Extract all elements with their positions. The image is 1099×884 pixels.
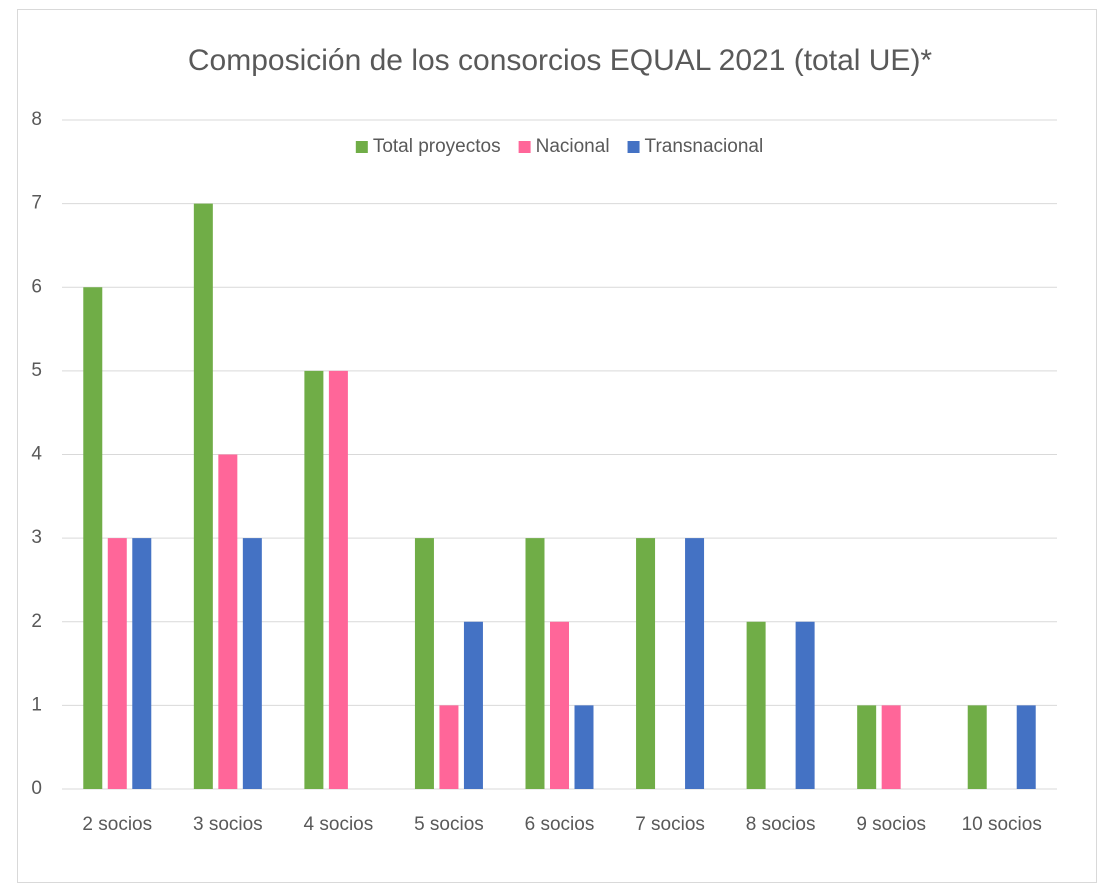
y-tick-label: 4 [31,444,42,465]
bar [685,538,705,789]
bar [463,621,483,789]
x-tick-label: 4 socios [304,814,374,835]
y-tick-label: 7 [31,193,42,214]
x-tick-label: 6 socios [525,814,595,835]
y-tick-label: 1 [31,694,42,715]
bar [746,621,766,789]
legend-swatch [518,141,531,153]
y-tick-label: 0 [31,778,42,799]
bar [328,370,348,789]
x-tick-label: 3 socios [193,814,263,835]
y-tick-label: 8 [31,109,42,130]
bar [636,538,656,789]
bar [304,370,324,789]
y-tick-label: 6 [31,276,42,297]
x-tick-label: 9 socios [856,814,926,835]
x-tick-label: 5 socios [414,814,484,835]
bar [550,621,569,789]
y-tick-label: 5 [31,360,42,381]
bar [967,705,987,789]
bar [218,454,238,789]
bar [1016,705,1036,789]
legend-swatch [627,141,640,153]
x-tick-label: 2 socios [82,814,152,835]
bar [857,705,877,789]
y-tick-label: 3 [31,527,42,548]
bar [414,538,434,789]
x-tick-label: 8 socios [746,814,816,835]
bar [193,203,213,789]
legend-swatch [355,141,368,153]
bar [795,621,815,789]
y-tick-label: 2 [31,611,42,632]
x-tick-label: 10 socios [962,814,1042,835]
bar [574,705,594,789]
x-tick-label: 7 socios [635,814,705,835]
bar [132,538,152,789]
legend-label: Transnacional [645,136,764,157]
bar [439,705,459,789]
chart-title: Composición de los consorcios EQUAL 2021… [188,44,933,77]
bar [83,287,103,789]
bar [107,538,127,789]
bar [525,538,545,789]
bar [242,538,262,789]
bar [881,705,901,789]
legend-label: Nacional [536,136,610,157]
legend-label: Total proyectos [373,136,501,157]
